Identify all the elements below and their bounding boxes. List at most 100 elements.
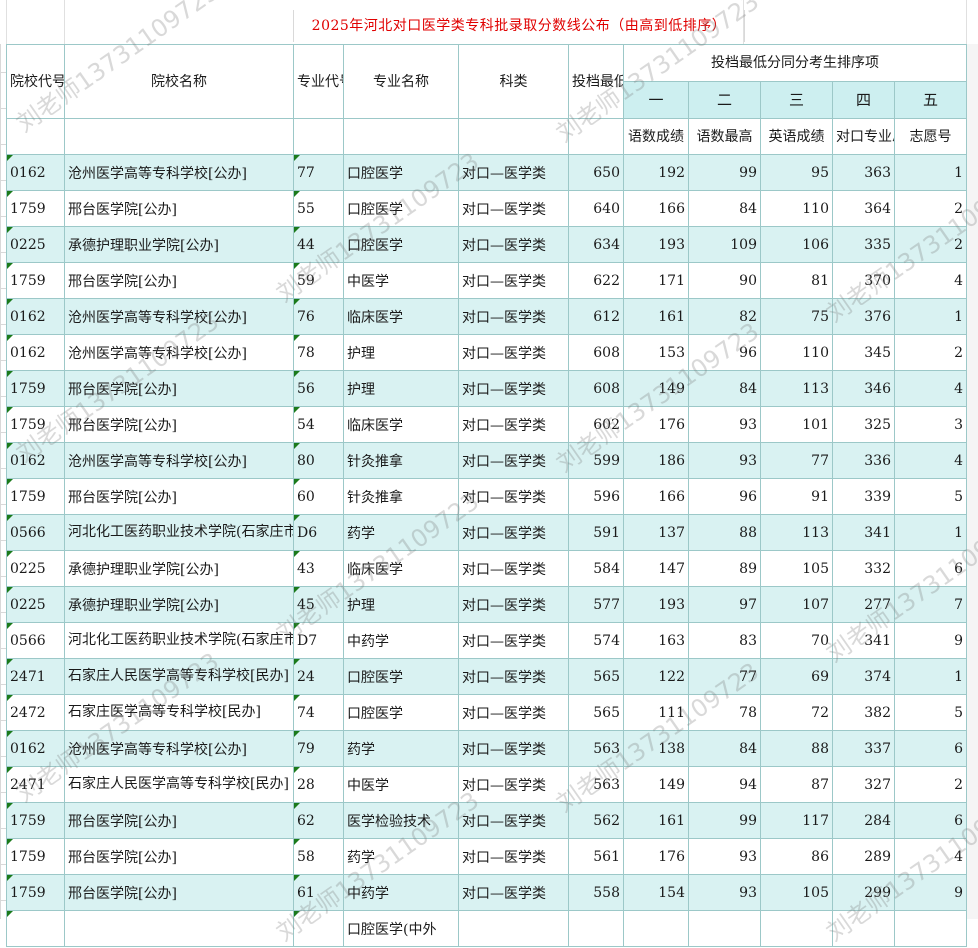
cell-min-score[interactable]: 558 — [568, 874, 624, 911]
table-row[interactable]: 0162 沧州医学高等专科学校[公办] 80 针灸推拿 对口—医学类 599 186 93 77… — [6, 442, 967, 479]
adjacent-empty-column[interactable] — [966, 44, 978, 919]
cell-school-code[interactable]: 0566 — [6, 514, 65, 551]
cell-chinese-math-score[interactable]: 166 — [623, 190, 689, 227]
cell-vocational-total[interactable]: 337 — [832, 730, 895, 767]
table-row[interactable]: 0566河北化工医药职业技术学院(石家庄市)[公办]D6药学对口—医学类5911… — [6, 514, 967, 551]
cell-school-name[interactable]: 河北化工医药职业技术学院(石家庄市)[公办] — [64, 622, 294, 659]
cell-preference-no[interactable]: 4 — [894, 442, 967, 479]
cell-school-code[interactable]: 1759 — [6, 262, 65, 299]
cell-vocational-total[interactable]: 332 — [832, 550, 895, 587]
cell-major-code[interactable]: 44 — [293, 226, 344, 263]
cell-min-score[interactable]: 602 — [568, 406, 624, 443]
cell-major-name[interactable]: 口腔医学 — [343, 694, 459, 731]
cell-min-score[interactable]: 561 — [568, 838, 624, 875]
cell-major-code[interactable]: 28 — [293, 766, 344, 803]
cell-english-score[interactable]: 117 — [760, 802, 833, 839]
cell-subject[interactable]: 对口—医学类 — [458, 262, 569, 299]
header-item-1[interactable]: 语数成绩 — [623, 118, 689, 155]
cell-school-code[interactable]: 0162 — [6, 298, 65, 335]
cell-min-score[interactable]: 608 — [568, 334, 624, 371]
cell-min-score[interactable]: 591 — [568, 514, 624, 551]
cell-english-score[interactable]: 105 — [760, 874, 833, 911]
cell-chinese-math-max[interactable]: 97 — [688, 586, 761, 623]
cell-major-code[interactable]: 74 — [293, 694, 344, 731]
cell-vocational-total[interactable]: 299 — [832, 874, 895, 911]
cell-major-name[interactable]: 口腔医学 — [343, 154, 459, 191]
cell-chinese-math-max[interactable] — [688, 910, 761, 947]
header-item-5[interactable]: 志愿号 — [894, 118, 967, 155]
table-row[interactable]: 口腔医学(中外 — [6, 910, 967, 947]
cell-chinese-math-score[interactable]: 154 — [623, 874, 689, 911]
cell-subject[interactable]: 对口—医学类 — [458, 550, 569, 587]
cell-major-name[interactable]: 口腔医学(中外 — [343, 910, 459, 947]
cell-chinese-math-score[interactable]: 163 — [623, 622, 689, 659]
cell-major-code[interactable]: D6 — [293, 514, 344, 551]
cell-preference-no[interactable]: 6 — [894, 730, 967, 767]
cell-vocational-total[interactable]: 335 — [832, 226, 895, 263]
cell-english-score[interactable]: 105 — [760, 550, 833, 587]
cell-min-score[interactable]: 622 — [568, 262, 624, 299]
cell-chinese-math-score[interactable]: 193 — [623, 586, 689, 623]
header-tie-group[interactable]: 投档最低分同分考生排序项 — [623, 44, 967, 82]
cell-chinese-math-score[interactable]: 186 — [623, 442, 689, 479]
table-row[interactable]: 0162 沧州医学高等专科学校[公办] 79 药学 对口—医学类 563 138 84 88 33… — [6, 730, 967, 767]
cell-preference-no[interactable]: 1 — [894, 514, 967, 551]
cell-chinese-math-score[interactable]: 111 — [623, 694, 689, 731]
cell-vocational-total[interactable]: 382 — [832, 694, 895, 731]
cell-major-code[interactable]: 45 — [293, 586, 344, 623]
cell-subject[interactable]: 对口—医学类 — [458, 586, 569, 623]
cell-english-score[interactable]: 107 — [760, 586, 833, 623]
cell-subject[interactable]: 对口—医学类 — [458, 406, 569, 443]
header-rank-5[interactable]: 五 — [894, 81, 967, 119]
cell-major-code[interactable]: 24 — [293, 658, 344, 695]
cell-major-code[interactable] — [293, 910, 344, 947]
table-row[interactable]: 0162 沧州医学高等专科学校[公办] 76 临床医学 对口—医学类 612 161 82 75… — [6, 298, 967, 335]
cell-vocational-total[interactable]: 345 — [832, 334, 895, 371]
cell-preference-no[interactable]: 9 — [894, 874, 967, 911]
cell-english-score[interactable]: 110 — [760, 190, 833, 227]
cell-chinese-math-max[interactable]: 99 — [688, 154, 761, 191]
cell-school-name[interactable]: 河北化工医药职业技术学院(石家庄市)[公办] — [64, 514, 294, 551]
cell-preference-no[interactable]: 4 — [894, 370, 967, 407]
cell-school-code[interactable]: 0162 — [6, 730, 65, 767]
cell-preference-no[interactable]: 3 — [894, 406, 967, 443]
cell-preference-no[interactable]: 9 — [894, 622, 967, 659]
cell-major-name[interactable]: 中医学 — [343, 262, 459, 299]
header-rank-4[interactable]: 四 — [832, 81, 895, 119]
cell-school-name[interactable]: 沧州医学高等专科学校[公办] — [64, 442, 294, 479]
cell-min-score[interactable]: 612 — [568, 298, 624, 335]
cell-school-name[interactable]: 邢台医学院[公办] — [64, 874, 294, 911]
cell-chinese-math-max[interactable]: 93 — [688, 874, 761, 911]
cell-major-code[interactable]: 56 — [293, 370, 344, 407]
cell-chinese-math-max[interactable]: 90 — [688, 262, 761, 299]
header-school-code[interactable]: 院校代号 — [6, 44, 65, 119]
cell-school-name[interactable]: 承德护理职业学院[公办] — [64, 226, 294, 263]
cell-vocational-total[interactable]: 346 — [832, 370, 895, 407]
cell-chinese-math-max[interactable]: 96 — [688, 334, 761, 371]
cell-school-name[interactable]: 沧州医学高等专科学校[公办] — [64, 298, 294, 335]
header-rank-1[interactable]: 一 — [623, 81, 689, 119]
cell-vocational-total[interactable]: 363 — [832, 154, 895, 191]
cell-school-name[interactable]: 石家庄医学高等专科学校[民办] — [64, 694, 294, 731]
cell-chinese-math-max[interactable]: 89 — [688, 550, 761, 587]
cell-school-code[interactable]: 1759 — [6, 370, 65, 407]
cell-subject[interactable]: 对口—医学类 — [458, 442, 569, 479]
cell-chinese-math-score[interactable]: 147 — [623, 550, 689, 587]
cell-school-name[interactable]: 沧州医学高等专科学校[公办] — [64, 730, 294, 767]
cell-english-score[interactable]: 72 — [760, 694, 833, 731]
cell-major-name[interactable]: 中药学 — [343, 874, 459, 911]
cell-min-score[interactable]: 599 — [568, 442, 624, 479]
cell-preference-no[interactable]: 6 — [894, 802, 967, 839]
cell-major-name[interactable]: 护理 — [343, 370, 459, 407]
cell-chinese-math-score[interactable]: 137 — [623, 514, 689, 551]
cell-school-name[interactable]: 邢台医学院[公办] — [64, 478, 294, 515]
cell-chinese-math-max[interactable]: 88 — [688, 514, 761, 551]
cell-school-code[interactable]: 0225 — [6, 586, 65, 623]
table-row[interactable]: 2471 石家庄人民医学高等专科学校[民办] 28 中医学 对口—医学类 563 149 94… — [6, 766, 967, 803]
cell-subject[interactable]: 对口—医学类 — [458, 190, 569, 227]
cell-english-score[interactable] — [760, 910, 833, 947]
cell-chinese-math-score[interactable]: 149 — [623, 370, 689, 407]
cell-english-score[interactable]: 69 — [760, 658, 833, 695]
cell-school-code[interactable]: 2471 — [6, 658, 65, 695]
cell-preference-no[interactable]: 5 — [894, 694, 967, 731]
